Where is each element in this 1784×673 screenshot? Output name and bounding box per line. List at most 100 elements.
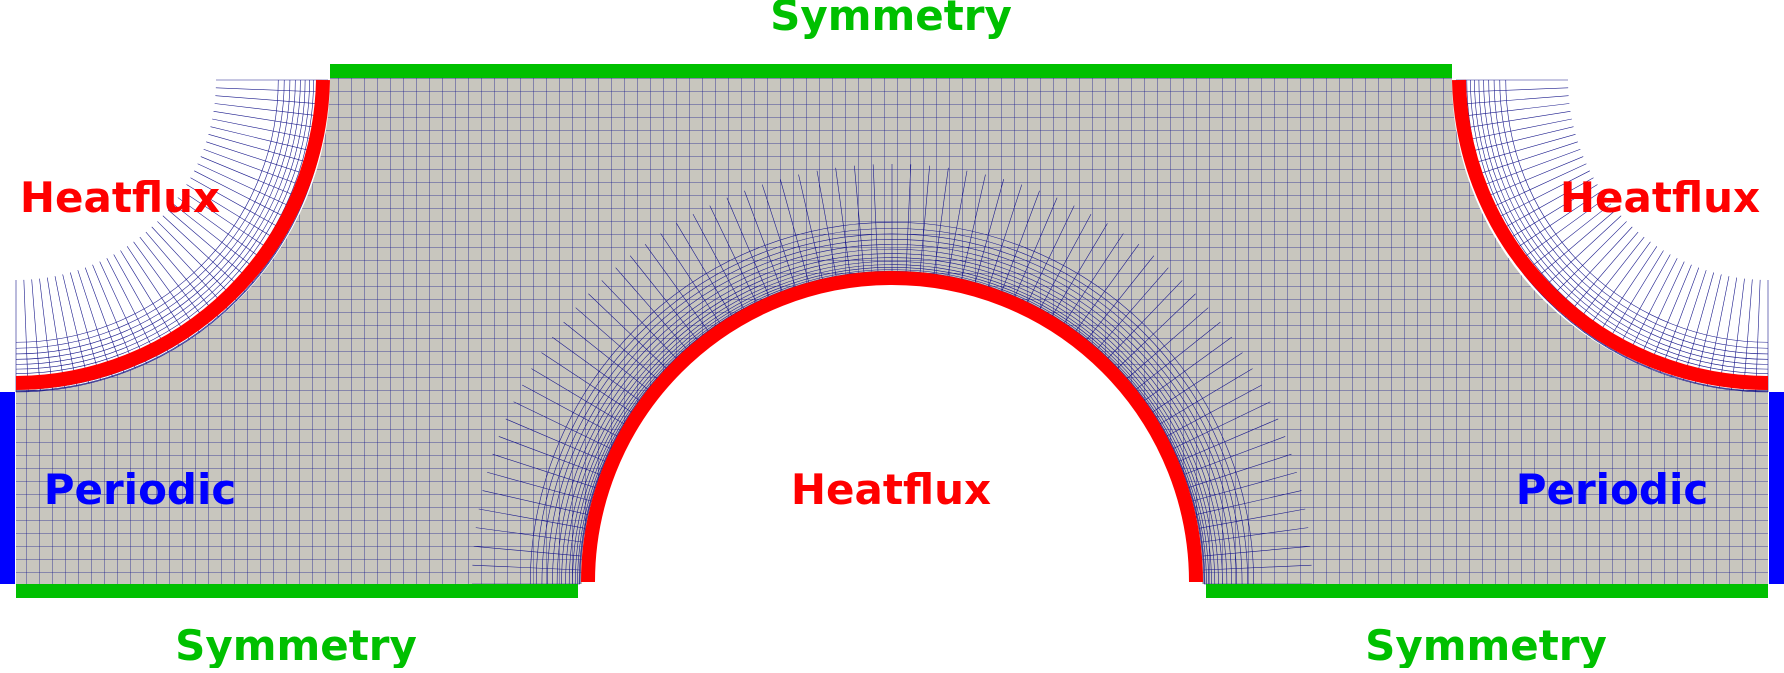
mesh-line bbox=[1604, 250, 1664, 347]
mesh-line bbox=[99, 261, 147, 364]
mesh-line bbox=[113, 254, 169, 353]
mesh-line bbox=[1555, 226, 1633, 310]
mesh-line bbox=[798, 174, 823, 280]
symmetry-boundary-bottom-right bbox=[1206, 584, 1768, 598]
periodic-boundary-right bbox=[1769, 392, 1784, 584]
mesh-line bbox=[1508, 190, 1602, 254]
mesh-line bbox=[177, 197, 269, 264]
symmetry-label-top: Symmetry bbox=[770, 0, 1012, 40]
mesh-line bbox=[106, 258, 158, 359]
mesh-line bbox=[478, 508, 586, 529]
heatflux-label-left: Heatflux bbox=[20, 173, 220, 222]
mesh-line bbox=[210, 126, 320, 154]
mesh-line bbox=[1683, 272, 1715, 381]
mesh-line bbox=[186, 184, 283, 244]
mesh-line bbox=[139, 236, 210, 326]
mesh-line bbox=[988, 184, 1023, 288]
mesh-line bbox=[588, 293, 667, 369]
mesh-line bbox=[1178, 418, 1279, 462]
mesh-line bbox=[644, 244, 709, 332]
mesh-line bbox=[744, 190, 783, 293]
mesh-line bbox=[1659, 267, 1700, 373]
mesh-line bbox=[1594, 246, 1658, 340]
mesh-line bbox=[1135, 321, 1221, 390]
mesh-line bbox=[62, 274, 90, 384]
heatflux-boundary-right bbox=[1452, 79, 1769, 390]
mesh-line bbox=[1039, 214, 1092, 310]
mesh-line bbox=[1126, 307, 1209, 379]
mesh-line bbox=[84, 267, 125, 373]
mesh-line bbox=[615, 267, 687, 350]
mesh-line bbox=[522, 384, 618, 437]
mesh-line bbox=[194, 170, 295, 222]
mesh-line bbox=[1159, 368, 1253, 425]
mesh-line bbox=[1464, 126, 1574, 154]
mesh-line bbox=[1471, 141, 1578, 177]
mesh-line bbox=[1479, 156, 1584, 200]
mesh-domain bbox=[16, 72, 1768, 584]
mesh-line bbox=[1459, 110, 1571, 130]
symmetry-boundary-top bbox=[330, 64, 1452, 78]
mesh-line bbox=[1183, 436, 1286, 475]
mesh-line bbox=[145, 231, 219, 318]
mesh-line bbox=[513, 401, 612, 449]
mesh-line bbox=[1456, 87, 1569, 93]
mesh-line bbox=[933, 167, 949, 275]
mesh-line bbox=[1461, 118, 1572, 142]
mesh-line bbox=[835, 167, 851, 275]
mesh-line bbox=[541, 352, 632, 413]
mesh-line bbox=[1515, 197, 1607, 264]
mesh-line bbox=[1694, 274, 1722, 384]
mesh-line bbox=[872, 164, 879, 273]
mesh-line bbox=[1027, 205, 1075, 304]
mesh-line bbox=[552, 336, 640, 401]
mesh-line bbox=[1166, 384, 1262, 437]
mesh-line bbox=[1456, 95, 1569, 105]
mesh-line bbox=[1117, 293, 1196, 369]
mesh-line bbox=[1648, 264, 1692, 369]
mesh-line bbox=[77, 270, 113, 377]
mesh-line bbox=[1203, 564, 1312, 571]
mesh-line bbox=[23, 279, 29, 392]
mesh-line bbox=[1501, 184, 1598, 244]
mesh-line bbox=[676, 223, 733, 317]
mesh-line bbox=[1489, 170, 1590, 222]
mesh-line bbox=[563, 321, 649, 390]
mesh-line bbox=[31, 279, 41, 392]
mesh-line bbox=[1706, 276, 1730, 387]
mesh-line bbox=[692, 214, 745, 310]
symmetry-label-bottom-left: Symmetry bbox=[175, 621, 417, 668]
mesh-line bbox=[629, 255, 698, 341]
mesh-line bbox=[190, 177, 289, 233]
mesh-line bbox=[120, 250, 180, 347]
mesh-line bbox=[1172, 401, 1271, 449]
mesh-line bbox=[182, 190, 276, 254]
mesh-line bbox=[1467, 133, 1576, 165]
mesh-line bbox=[601, 280, 677, 359]
mesh-line bbox=[1086, 255, 1155, 341]
mesh-line bbox=[1522, 203, 1612, 274]
mesh-line bbox=[1484, 163, 1587, 211]
mesh-line bbox=[947, 170, 968, 278]
mesh-line bbox=[1063, 233, 1124, 324]
mesh-line bbox=[961, 174, 986, 280]
mesh-line bbox=[1475, 148, 1581, 189]
mesh-line bbox=[1107, 280, 1183, 359]
mesh-line bbox=[92, 264, 136, 369]
mesh-line bbox=[1188, 453, 1292, 488]
mesh-line bbox=[1626, 258, 1678, 359]
mesh-line bbox=[473, 546, 582, 557]
mesh-line bbox=[206, 141, 313, 177]
mesh-line bbox=[1192, 471, 1297, 502]
mesh-line bbox=[472, 564, 581, 571]
mesh-line bbox=[126, 246, 190, 340]
mesh-line bbox=[1097, 267, 1169, 350]
mesh-line bbox=[919, 165, 930, 274]
mesh-line bbox=[1637, 261, 1685, 364]
mesh-line bbox=[779, 179, 810, 284]
mesh-line bbox=[1538, 215, 1622, 293]
periodic-boundary-left bbox=[0, 392, 15, 584]
mesh-line bbox=[157, 221, 237, 301]
mesh-line bbox=[1495, 177, 1594, 233]
